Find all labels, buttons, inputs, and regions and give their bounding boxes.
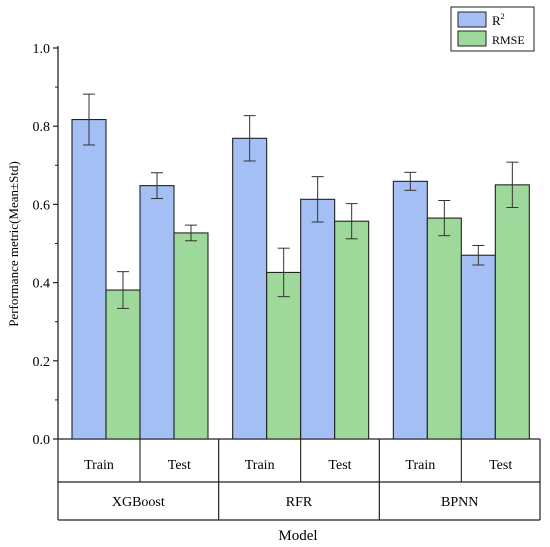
model-label-bpnn: BPNN	[441, 495, 478, 510]
category-table: Train Test XGBoost Train Test RFR Train Test BPN…	[57, 439, 541, 521]
split-label-train: Train	[245, 458, 275, 473]
split-label-train: Train	[84, 458, 114, 473]
y-tick-label: 0.0	[33, 433, 51, 448]
legend-rmse-swatch	[457, 30, 487, 47]
y-tick-label: 0.6	[33, 198, 51, 213]
bar-xgboost-test-rmse	[173, 232, 209, 440]
bars	[71, 119, 530, 440]
y-tick-label: 1.0	[33, 42, 51, 57]
split-label-test: Test	[489, 458, 512, 473]
error-bars	[83, 93, 519, 309]
bar-xgboost-test-r2	[139, 185, 175, 440]
bar-rfr-test-rmse	[334, 220, 370, 440]
y-tick-label: 0.2	[33, 355, 51, 370]
model-label-rfr: RFR	[286, 495, 313, 510]
bar-bpnn-train-r2	[392, 180, 428, 440]
bar-rfr-train-r2	[232, 137, 268, 440]
bar-bpnn-test-r2	[460, 254, 496, 440]
x-axis-label: Model	[278, 528, 317, 544]
y-tick-label: 0.8	[33, 120, 51, 135]
legend-rmse-label: RMSE	[492, 33, 525, 47]
model-label-xgboost: XGBoost	[112, 495, 165, 510]
bar-xgboost-train-rmse	[105, 289, 141, 440]
bar-bpnn-train-rmse	[426, 217, 462, 440]
split-label-test: Test	[328, 458, 351, 473]
legend: R2 RMSE	[450, 6, 535, 52]
legend-r2-swatch	[457, 11, 487, 28]
y-axis-label: Performance metric(Mean±Std)	[6, 161, 21, 327]
bar-bpnn-test-rmse	[494, 184, 530, 440]
y-tick-label: 0.4	[33, 277, 51, 292]
bar-rfr-test-r2	[300, 198, 336, 440]
split-label-test: Test	[168, 458, 191, 473]
legend-r2-label: R2	[492, 12, 505, 28]
bar-xgboost-train-r2	[71, 119, 107, 440]
split-label-train: Train	[405, 458, 435, 473]
bar-rfr-train-rmse	[266, 271, 302, 440]
